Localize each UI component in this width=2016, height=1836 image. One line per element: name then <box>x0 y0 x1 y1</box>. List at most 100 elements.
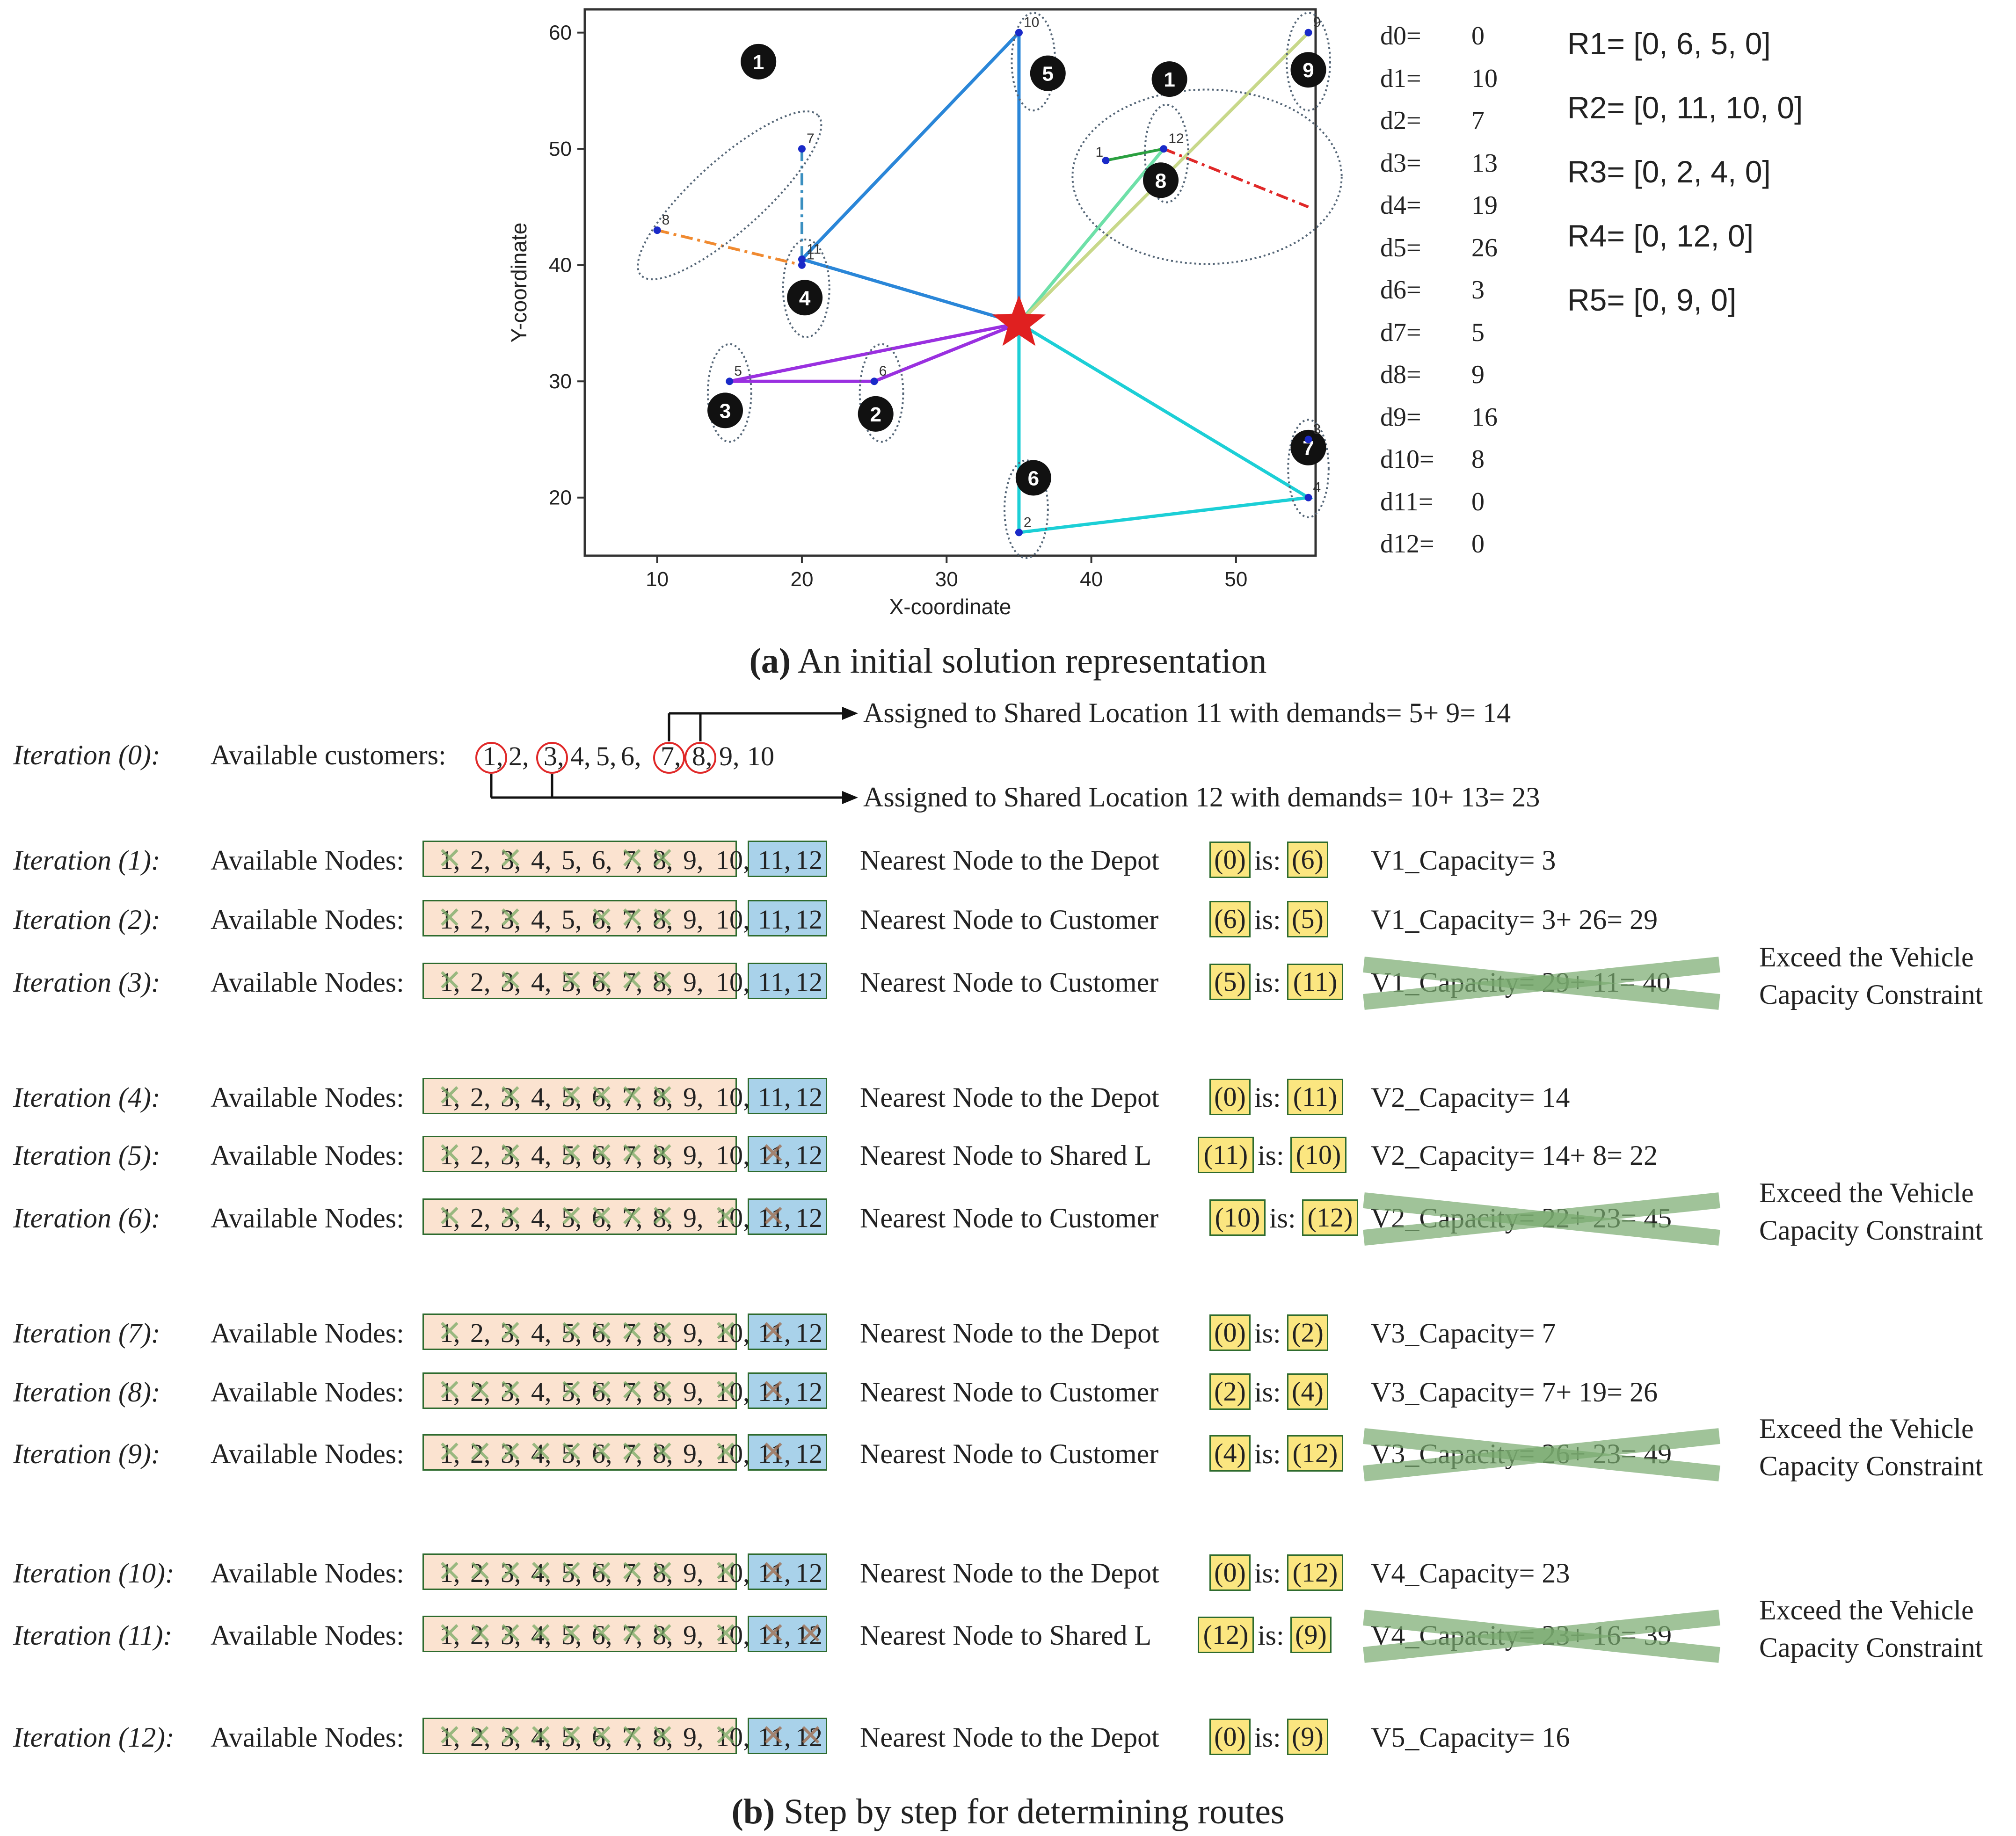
capacity-text: V2_Capacity= 14+ 8= 22 <box>1371 1140 1658 1171</box>
route-text: R2= [0, 11, 10, 0] <box>1567 90 1803 125</box>
node-token: 4, <box>531 1722 552 1752</box>
y-tick-label: 40 <box>549 254 572 277</box>
caption-a-label: (a) <box>749 641 791 681</box>
exceed-label-line1: Exceed the Vehicle <box>1759 1595 1974 1626</box>
node-token: 3, <box>501 1438 521 1469</box>
shared-token: 12 <box>795 1722 822 1752</box>
shared-node-box <box>748 1553 827 1590</box>
customer-node-box <box>422 1372 737 1409</box>
from-node-box: (2) <box>1209 1373 1251 1410</box>
node-token: 3, <box>501 967 521 997</box>
available-nodes-label: Available Nodes: <box>211 1438 404 1469</box>
demand-row: d10= 8 <box>1380 444 1485 474</box>
node-point <box>1304 29 1312 36</box>
shared-node-box <box>748 1372 827 1409</box>
node-token: 9, <box>683 967 704 997</box>
node-token: 6, <box>592 1082 612 1112</box>
customer-token: 6, <box>621 741 641 771</box>
shared-token: 11, <box>758 904 791 935</box>
node-token: 10, <box>716 1438 750 1469</box>
to-node-box: (11) <box>1287 964 1343 1000</box>
is-label: is: <box>1254 904 1281 935</box>
shared-token: 12 <box>795 1203 822 1233</box>
customer-node-box <box>422 1718 737 1754</box>
node-token: 4, <box>531 1620 552 1650</box>
node-point <box>726 377 734 385</box>
from-node-box: (0) <box>1209 1719 1251 1755</box>
node-token: 9, <box>683 845 704 875</box>
shared-token: 12 <box>795 1318 822 1348</box>
demand-row: d5= 26 <box>1380 233 1498 263</box>
x-tick-label: 50 <box>1224 568 1247 591</box>
shared-node-box <box>748 1616 827 1652</box>
x-tick-label: 30 <box>935 568 958 591</box>
iteration-label: Iteration (6): <box>13 1203 160 1234</box>
node-token: 8, <box>653 1203 673 1233</box>
is-label: is: <box>1254 1722 1281 1753</box>
capacity-text: V3_Capacity= 7+ 19= 26 <box>1371 1377 1658 1408</box>
node-token: 5, <box>561 904 582 935</box>
node-token: 9, <box>683 1140 704 1170</box>
from-node-box: (0) <box>1209 1554 1251 1591</box>
node-token: 7, <box>622 1722 643 1752</box>
node-token: 6, <box>592 1140 612 1170</box>
demand-value: 0 <box>1471 22 1485 51</box>
node-token: 4, <box>531 1082 552 1112</box>
iteration-label: Iteration (10): <box>13 1558 175 1589</box>
customer-circle <box>653 742 685 774</box>
shared-node-box <box>748 900 827 936</box>
node-token: 3, <box>501 1203 521 1233</box>
node-token: 5, <box>561 1620 582 1650</box>
customer-node-box <box>422 1314 737 1350</box>
from-node-box: (11) <box>1198 1137 1254 1173</box>
node-token: 10, <box>716 1722 750 1752</box>
from-node-box: (0) <box>1209 842 1251 878</box>
node-token: 4, <box>531 904 552 935</box>
node-label: 5 <box>734 363 742 379</box>
available-nodes-label: Available Nodes: <box>211 1558 404 1589</box>
node-token: 10, <box>716 1082 750 1112</box>
node-point <box>798 145 806 153</box>
node-token: 7, <box>622 1558 643 1588</box>
demand-key: d7= <box>1380 318 1421 347</box>
exceed-label-line1: Exceed the Vehicle <box>1759 942 1974 972</box>
caption-b-label: (b) <box>731 1792 775 1831</box>
node-token: 5, <box>561 1722 582 1752</box>
demand-key: d9= <box>1380 402 1421 432</box>
to-node-box: (12) <box>1302 1199 1358 1236</box>
from-node-box: (0) <box>1209 1079 1251 1115</box>
node-token: 10, <box>716 904 750 935</box>
is-label: is: <box>1254 1318 1281 1349</box>
caption-b: (b) Step by step for determining routes <box>0 1792 2016 1832</box>
is-label: is: <box>1258 1620 1284 1651</box>
nearest-node-text: Nearest Node to the Depot <box>860 1558 1159 1589</box>
node-label: 1 <box>1096 145 1104 160</box>
cluster-badge <box>1143 162 1179 198</box>
node-label: 7 <box>807 131 815 146</box>
available-nodes-label: Available Nodes: <box>211 1722 404 1753</box>
node-token: 8, <box>653 1140 673 1170</box>
node-token: 7, <box>622 845 643 875</box>
node-token: 3, <box>501 845 521 875</box>
node-token: 1, <box>440 1722 460 1752</box>
y-tick-label: 20 <box>549 486 572 509</box>
node-token: 2, <box>470 1438 491 1469</box>
shared11-connector <box>668 712 847 741</box>
cluster-badge <box>741 44 777 80</box>
available-nodes-label: Available Nodes: <box>211 845 404 876</box>
node-label: 4 <box>1313 480 1321 495</box>
is-label: is: <box>1254 967 1281 998</box>
shared-node-box <box>748 1314 827 1350</box>
iteration-label: Iteration (4): <box>13 1082 160 1113</box>
shared-token: 11, <box>758 1140 791 1170</box>
node-point <box>653 226 661 234</box>
demand-value: 0 <box>1471 530 1485 559</box>
to-node-box: (12) <box>1287 1435 1343 1472</box>
demand-key: d10= <box>1380 445 1434 474</box>
shared-token: 11, <box>758 845 791 875</box>
node-token: 5, <box>561 1438 582 1469</box>
node-token: 3, <box>501 904 521 935</box>
node-token: 5, <box>561 1377 582 1407</box>
node-token: 7, <box>622 1377 643 1407</box>
demand-value: 0 <box>1471 487 1485 516</box>
